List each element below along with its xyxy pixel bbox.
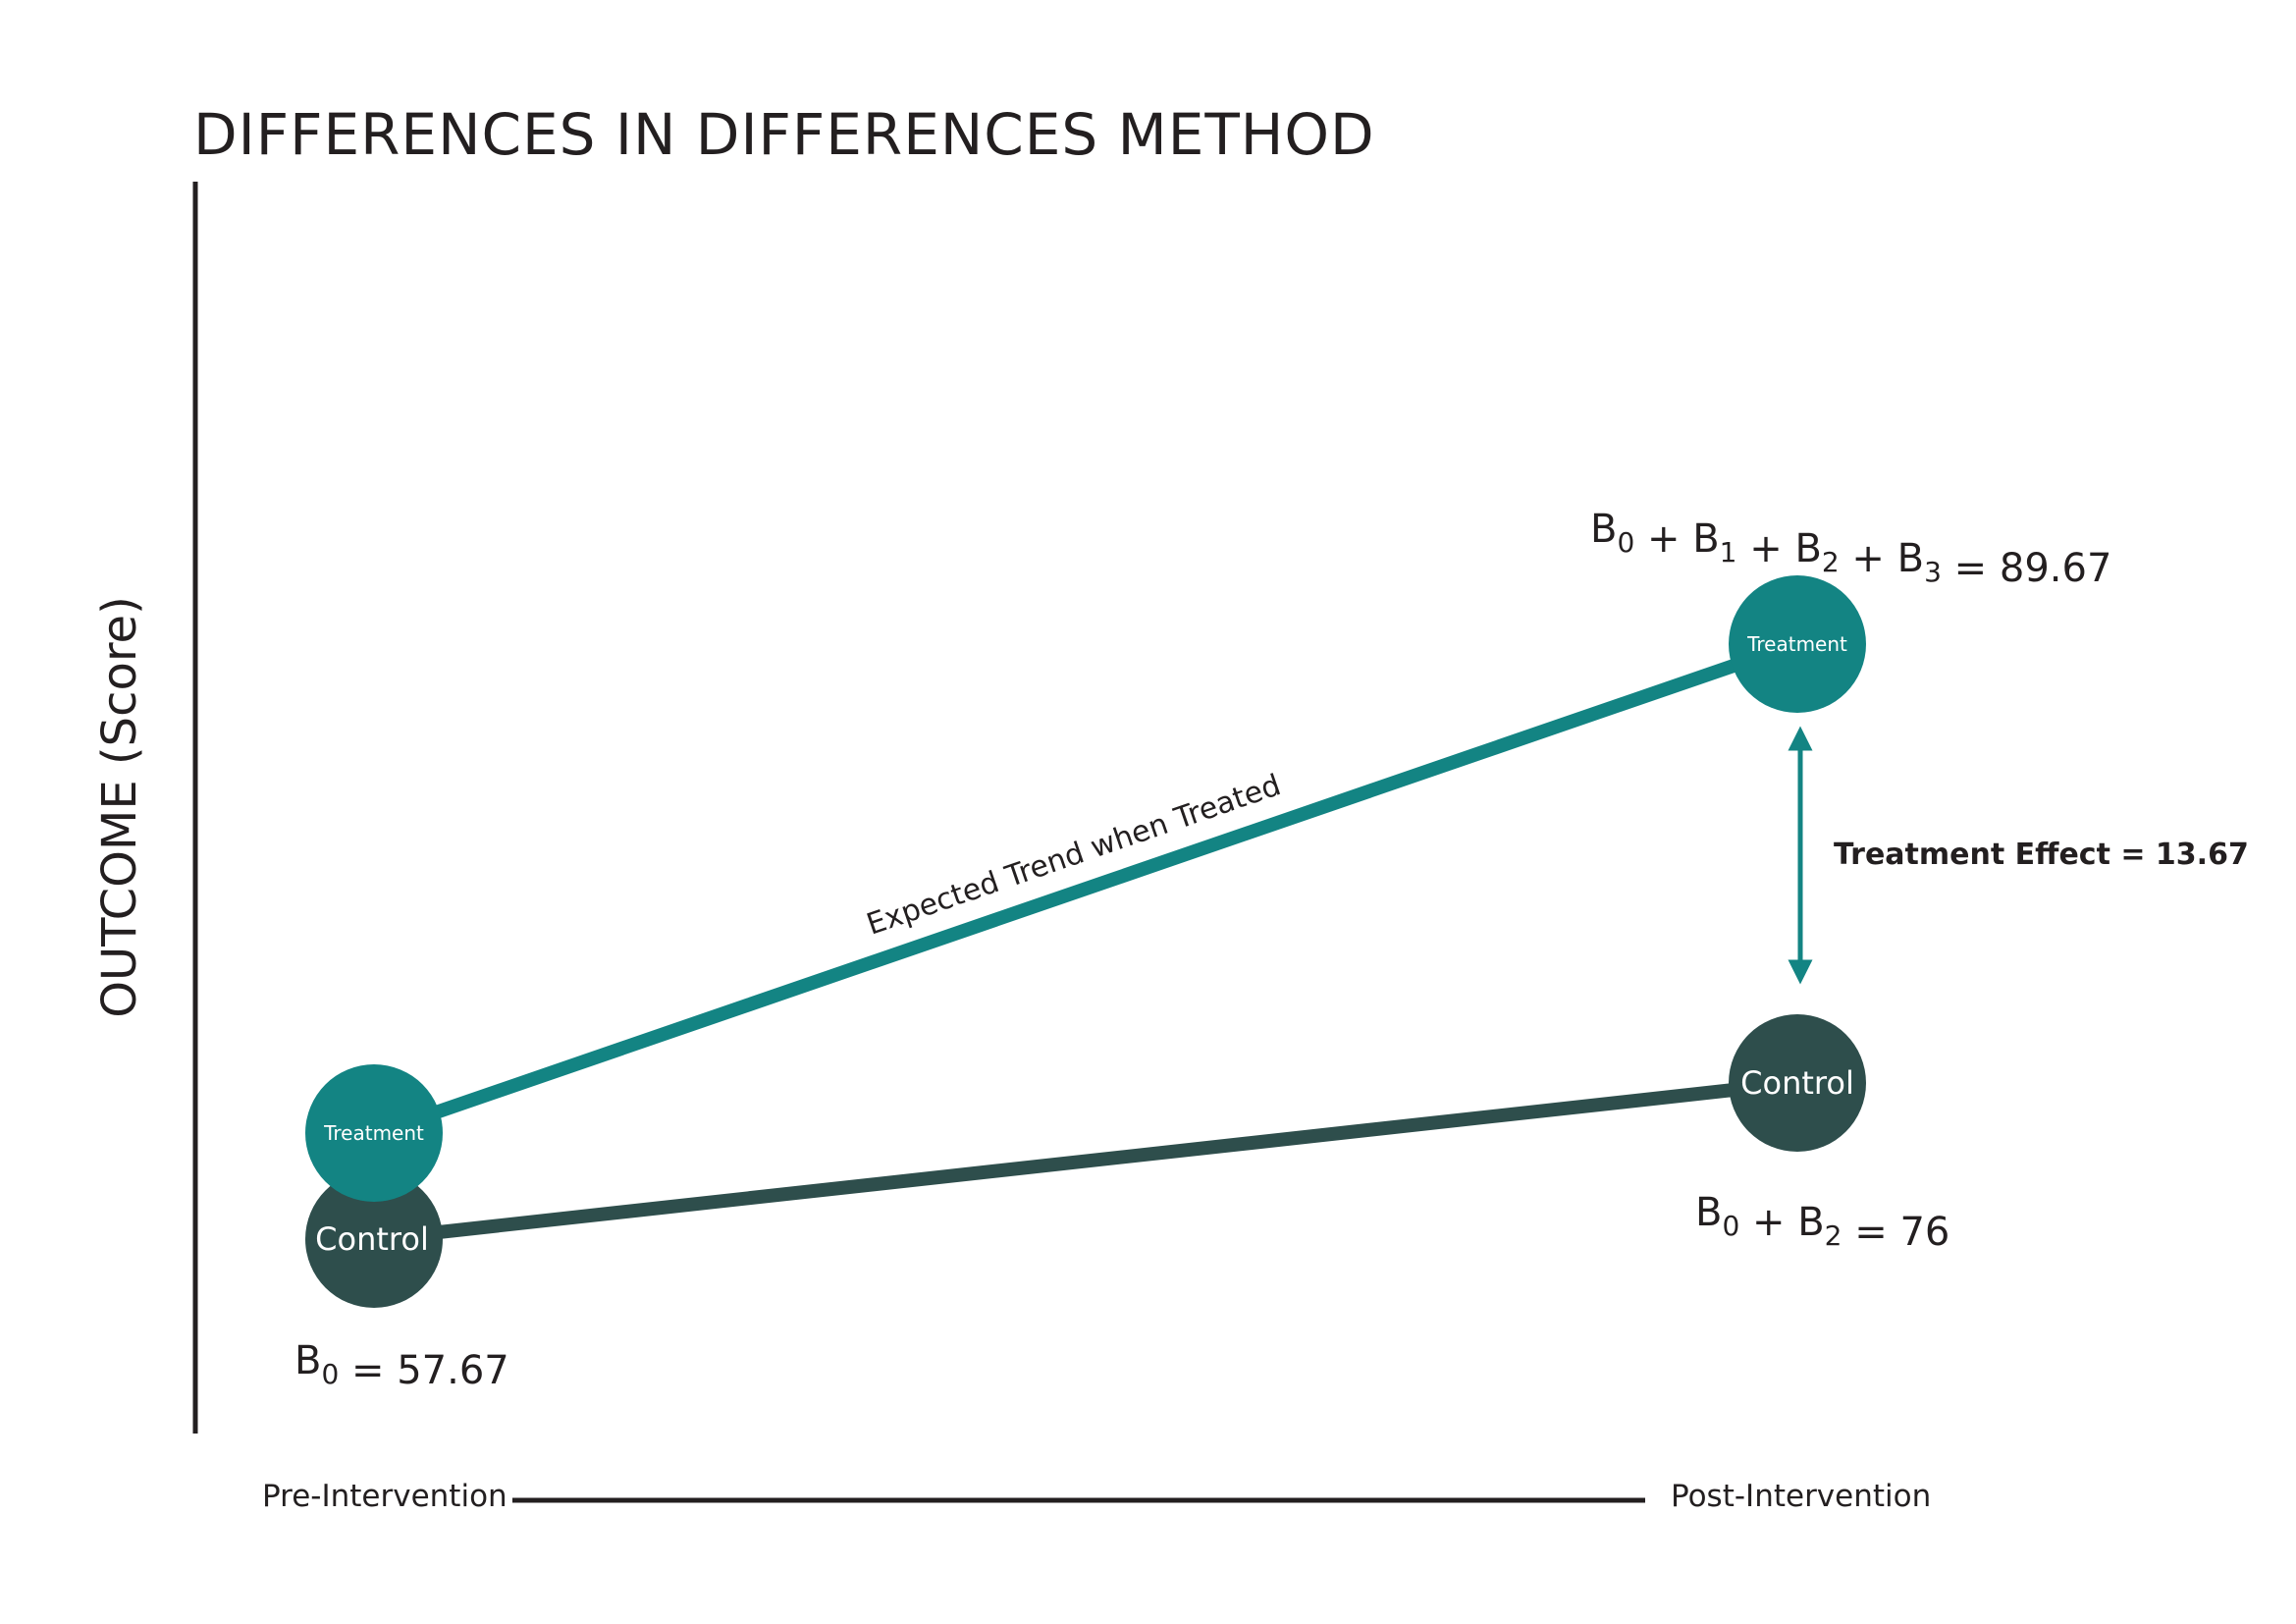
control-pre-circle — [305, 1170, 443, 1308]
treatment-pre-label: Treatment — [323, 1121, 424, 1145]
formula-term: + B — [1840, 536, 1924, 581]
formula-subscript: 2 — [1825, 1219, 1842, 1252]
formula-term: B — [294, 1338, 321, 1383]
control-pre-label: Control — [315, 1220, 429, 1258]
control-trend-line — [375, 1076, 1797, 1246]
y-axis-label: OUTCOME (Score) — [92, 596, 147, 1018]
x-axis-end-label: Post-Intervention — [1671, 1479, 1931, 1514]
formula-term: + B — [1634, 516, 1719, 562]
formula-subscript: 3 — [1924, 556, 1942, 588]
formula-term: = 57.67 — [339, 1348, 508, 1393]
formula-subscript: 1 — [1720, 536, 1737, 568]
treatment-post-circle — [1729, 575, 1866, 713]
control-post-node: Control — [1729, 1014, 1866, 1152]
expected-trend-label: Expected Trend when Treated — [863, 768, 1286, 942]
treatment-post-label: Treatment — [1746, 632, 1847, 656]
formula-term: B — [1695, 1190, 1722, 1235]
formula-term: = 76 — [1842, 1210, 1950, 1255]
treatment-pre-node: Treatment — [305, 1064, 443, 1202]
treatment-trend-line — [373, 637, 1799, 1140]
formula-subscript: 0 — [1617, 526, 1634, 559]
formula-subscript: 2 — [1822, 546, 1840, 578]
treatment-effect-label: Treatment Effect = 13.67 — [1834, 838, 2249, 872]
formula-term: + B — [1739, 1200, 1824, 1245]
formula-term: = 89.67 — [1942, 546, 2111, 591]
formula-control-post: B0 + B2 = 76 — [1695, 1190, 1949, 1255]
diagram-title: DIFFERENCES IN DIFFERENCES METHOD — [193, 101, 1375, 168]
treatment-post-node: Treatment — [1729, 575, 1866, 713]
formula-treatment-post: B0 + B1 + B2 + B3 = 89.67 — [1590, 507, 2111, 591]
control-pre-node: Control — [305, 1170, 443, 1308]
formula-subscript: 0 — [1722, 1210, 1739, 1242]
control-post-label: Control — [1740, 1064, 1854, 1102]
formula-subscript: 0 — [321, 1358, 339, 1390]
formula-pre: B0 = 57.67 — [294, 1338, 509, 1393]
control-post-circle — [1729, 1014, 1866, 1152]
x-axis-start-label: Pre-Intervention — [262, 1479, 507, 1514]
formula-term: B — [1590, 507, 1617, 552]
formula-term: + B — [1737, 526, 1822, 571]
treatment-pre-circle — [305, 1064, 443, 1202]
